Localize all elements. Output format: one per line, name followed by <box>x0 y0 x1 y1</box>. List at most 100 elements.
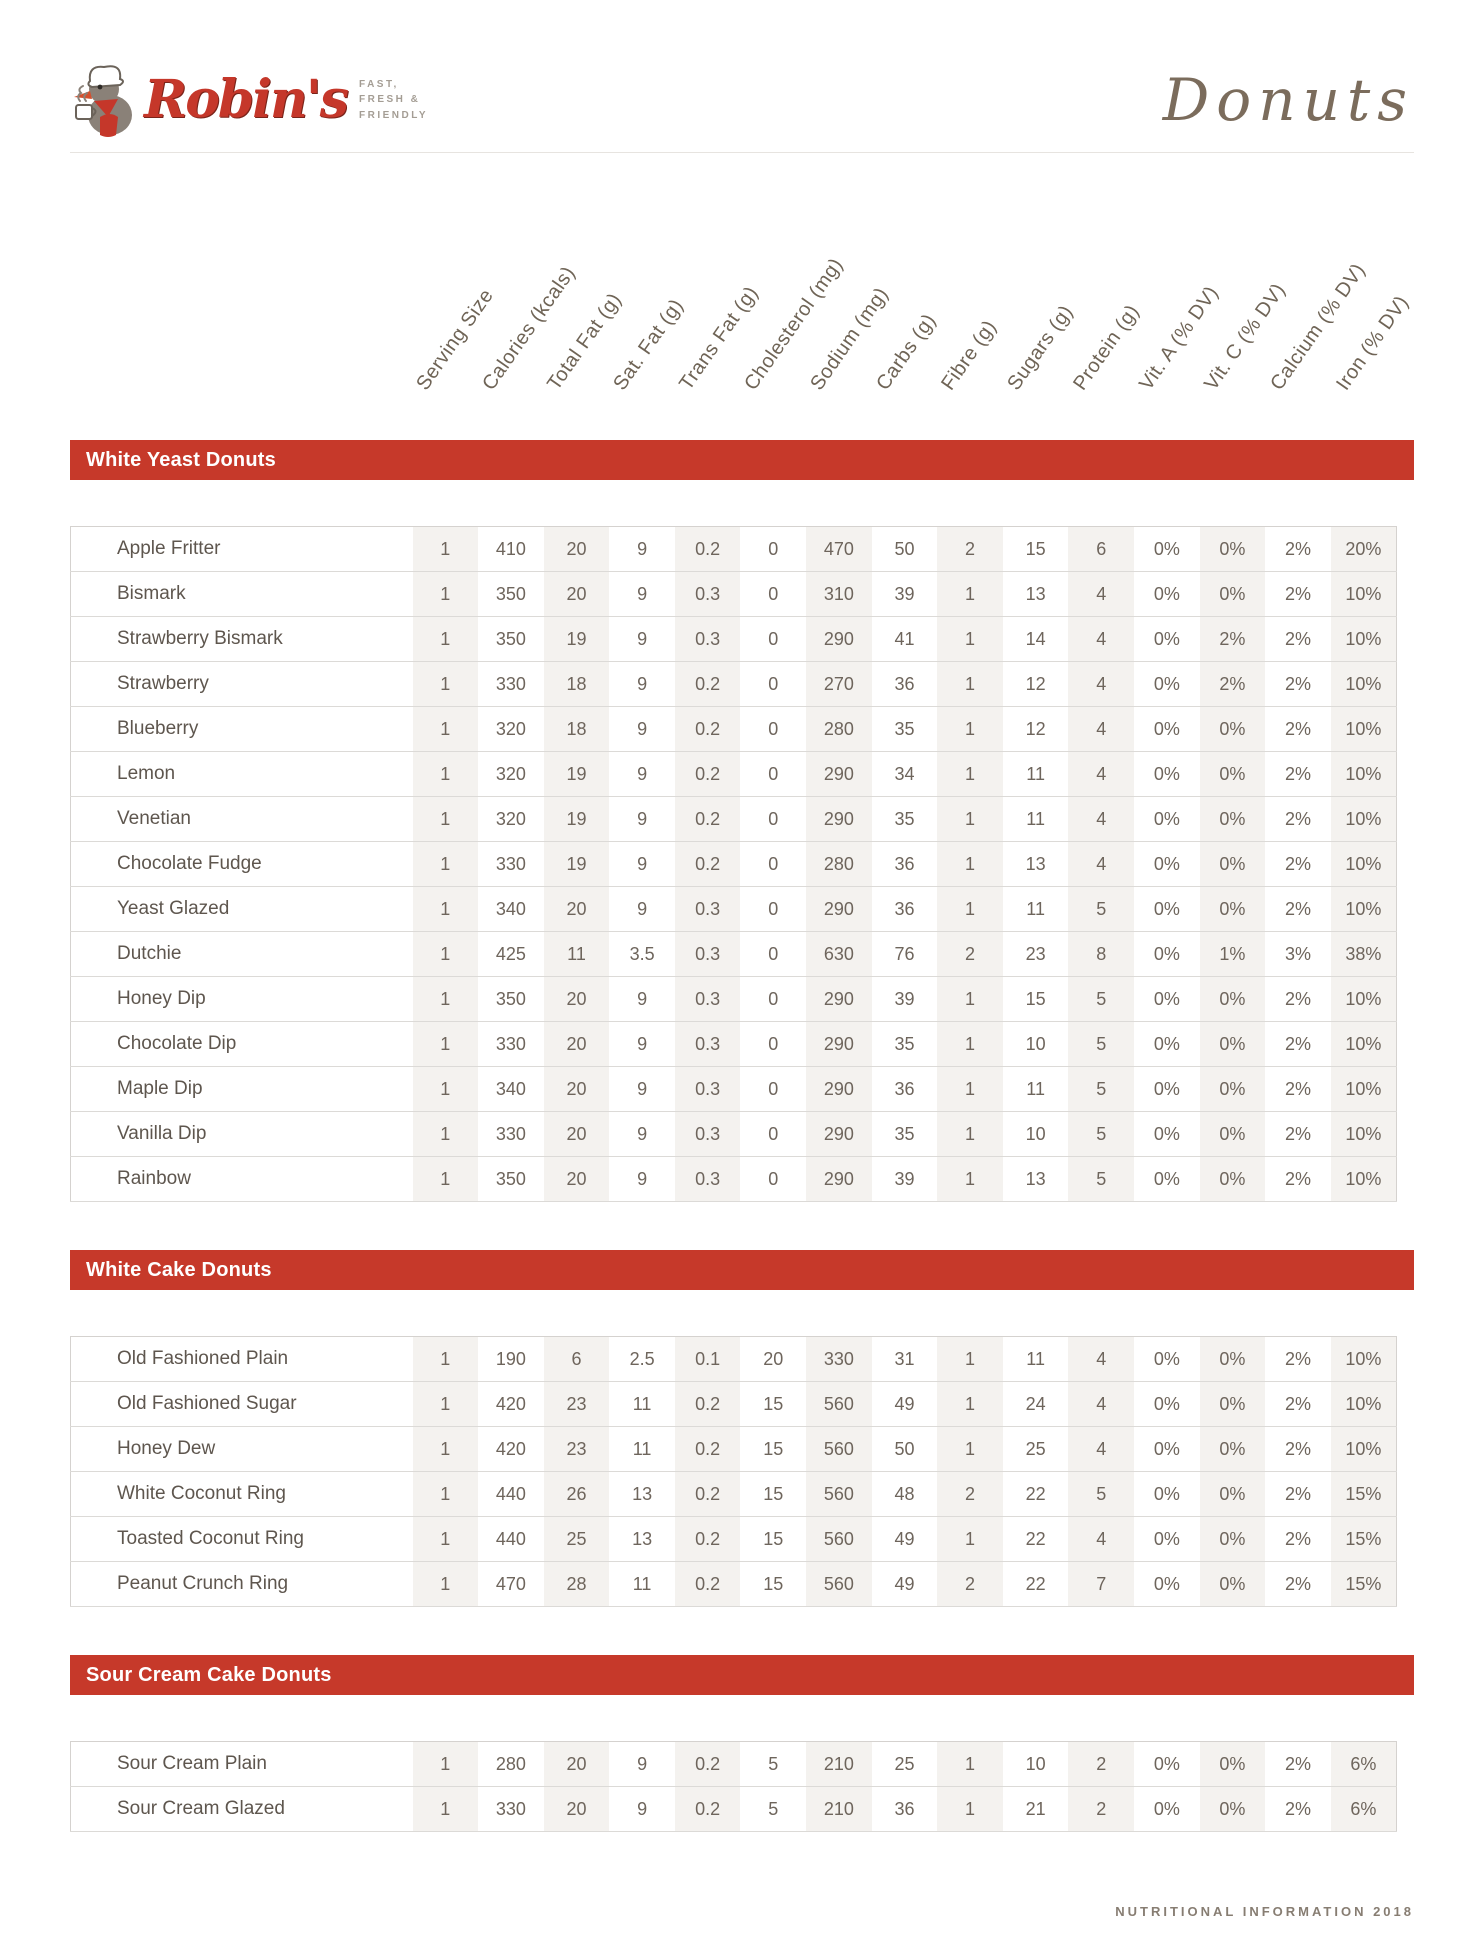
value-cell: 0% <box>1134 1516 1200 1562</box>
value-cell: 1 <box>412 526 479 572</box>
value-cell: 0% <box>1199 976 1266 1022</box>
value-cell: 0 <box>740 616 807 662</box>
value-cell: 9 <box>609 976 675 1022</box>
tagline-line: FRIENDLY <box>359 109 429 121</box>
value-cell: 20 <box>543 1741 610 1787</box>
table-row: Apple Fritter 1 410 20 9 0.2 0 470 50 2 15 6 0% 0% 2% 2… <box>70 526 1397 572</box>
value-cell: 2% <box>1265 886 1331 932</box>
item-name-cell: Apple Fritter <box>70 526 413 572</box>
value-cell: 1 <box>412 886 479 932</box>
value-cell: 35 <box>871 1111 938 1157</box>
value-cell: 5 <box>1068 1156 1135 1202</box>
value-cell: 0% <box>1199 1741 1266 1787</box>
value-cell: 0 <box>740 751 807 797</box>
value-cell: 5 <box>1068 1471 1135 1517</box>
value-cell: 1 <box>937 1516 1003 1562</box>
value-cell: 20 <box>740 1336 807 1382</box>
value-cell: 22 <box>1002 1516 1069 1562</box>
value-cell: 0% <box>1199 1426 1266 1472</box>
value-cell: 10% <box>1330 661 1397 707</box>
value-cell: 0% <box>1134 1471 1200 1517</box>
value-cell: 0% <box>1134 661 1200 707</box>
value-cell: 2% <box>1265 661 1331 707</box>
value-cell: 10% <box>1330 1336 1397 1382</box>
value-cell: 19 <box>543 616 610 662</box>
value-cell: 1 <box>412 1156 479 1202</box>
value-cell: 25 <box>1002 1426 1069 1472</box>
value-cell: 18 <box>543 661 610 707</box>
value-cell: 15% <box>1330 1471 1397 1517</box>
value-cell: 0.2 <box>674 1786 741 1832</box>
value-cell: 0% <box>1199 751 1266 797</box>
value-cell: 5 <box>1068 886 1135 932</box>
value-cell: 630 <box>806 931 872 977</box>
value-cell: 10% <box>1330 796 1397 842</box>
value-cell: 2% <box>1199 661 1266 707</box>
value-cell: 10 <box>1002 1021 1069 1067</box>
value-cell: 290 <box>806 796 872 842</box>
item-name-cell: Venetian <box>70 796 413 842</box>
value-cell: 350 <box>478 976 544 1022</box>
value-cell: 0 <box>740 1156 807 1202</box>
value-cell: 20 <box>543 571 610 617</box>
value-cell: 15 <box>740 1381 807 1427</box>
value-cell: 10% <box>1330 751 1397 797</box>
value-cell: 23 <box>1002 931 1069 977</box>
value-cell: 10% <box>1330 886 1397 932</box>
value-cell: 1 <box>937 616 1003 662</box>
page-footer: NUTRITIONAL INFORMATION 2018 <box>1115 1904 1414 1919</box>
value-cell: 2% <box>1265 1066 1331 1112</box>
section-sour-cream-cake-donuts: Sour Cream Cake Donuts Sour Cream Plain 1… <box>70 1655 1414 1832</box>
table-row: Peanut Crunch Ring 1 470 28 11 0.2 15 560 49 2 22 7… <box>70 1561 1397 1607</box>
value-cell: 13 <box>609 1516 675 1562</box>
value-cell: 25 <box>543 1516 610 1562</box>
value-cell: 3% <box>1265 931 1331 977</box>
section-title: Sour Cream Cake Donuts <box>86 1663 332 1686</box>
value-cell: 350 <box>478 616 544 662</box>
value-cell: 9 <box>609 706 675 752</box>
value-cell: 4 <box>1068 751 1135 797</box>
table-row: Honey Dip 1 350 20 9 0.3 0 290 39 1 15 5 0% 0% 2% 10% <box>70 976 1397 1022</box>
value-cell: 2% <box>1265 571 1331 617</box>
value-cell: 0.2 <box>674 661 741 707</box>
value-cell: 9 <box>609 1741 675 1787</box>
value-cell: 11 <box>609 1381 675 1427</box>
value-cell: 2% <box>1265 1561 1331 1607</box>
item-name-cell: Bismark <box>70 571 413 617</box>
value-cell: 0.2 <box>674 1471 741 1517</box>
value-cell: 1 <box>412 1741 479 1787</box>
value-cell: 11 <box>1002 1066 1069 1112</box>
value-cell: 0% <box>1134 1021 1200 1067</box>
value-cell: 0.3 <box>674 616 741 662</box>
value-cell: 0.3 <box>674 1066 741 1112</box>
value-cell: 0.3 <box>674 571 741 617</box>
value-cell: 190 <box>478 1336 544 1382</box>
header-divider <box>70 152 1414 153</box>
value-cell: 4 <box>1068 1381 1135 1427</box>
value-cell: 2 <box>1068 1786 1135 1832</box>
item-name-cell: Rainbow <box>70 1156 413 1202</box>
value-cell: 290 <box>806 1021 872 1067</box>
value-cell: 290 <box>806 1111 872 1157</box>
value-cell: 20 <box>543 1156 610 1202</box>
value-cell: 0.2 <box>674 1426 741 1472</box>
table-row: Rainbow 1 350 20 9 0.3 0 290 39 1 13 5 0% 0% 2% 10% <box>70 1156 1397 1202</box>
value-cell: 0.3 <box>674 976 741 1022</box>
value-cell: 560 <box>806 1561 872 1607</box>
value-cell: 320 <box>478 751 544 797</box>
value-cell: 0% <box>1199 571 1266 617</box>
value-cell: 8 <box>1068 931 1135 977</box>
nutrition-table: Apple Fritter 1 410 20 9 0.2 0 470 50 2 15 6 0% 0% 2% 2… <box>70 526 1397 1202</box>
item-name-cell: White Coconut Ring <box>70 1471 413 1517</box>
table-row: Old Fashioned Sugar 1 420 23 11 0.2 15 560 49 1 24… <box>70 1381 1397 1427</box>
value-cell: 1 <box>412 1471 479 1517</box>
value-cell: 2 <box>937 931 1003 977</box>
value-cell: 10% <box>1330 976 1397 1022</box>
value-cell: 49 <box>871 1381 938 1427</box>
value-cell: 0% <box>1134 1066 1200 1112</box>
value-cell: 0.2 <box>674 1381 741 1427</box>
value-cell: 0 <box>740 841 807 887</box>
item-name-cell: Sour Cream Plain <box>70 1741 413 1787</box>
value-cell: 2% <box>1265 616 1331 662</box>
value-cell: 330 <box>478 841 544 887</box>
